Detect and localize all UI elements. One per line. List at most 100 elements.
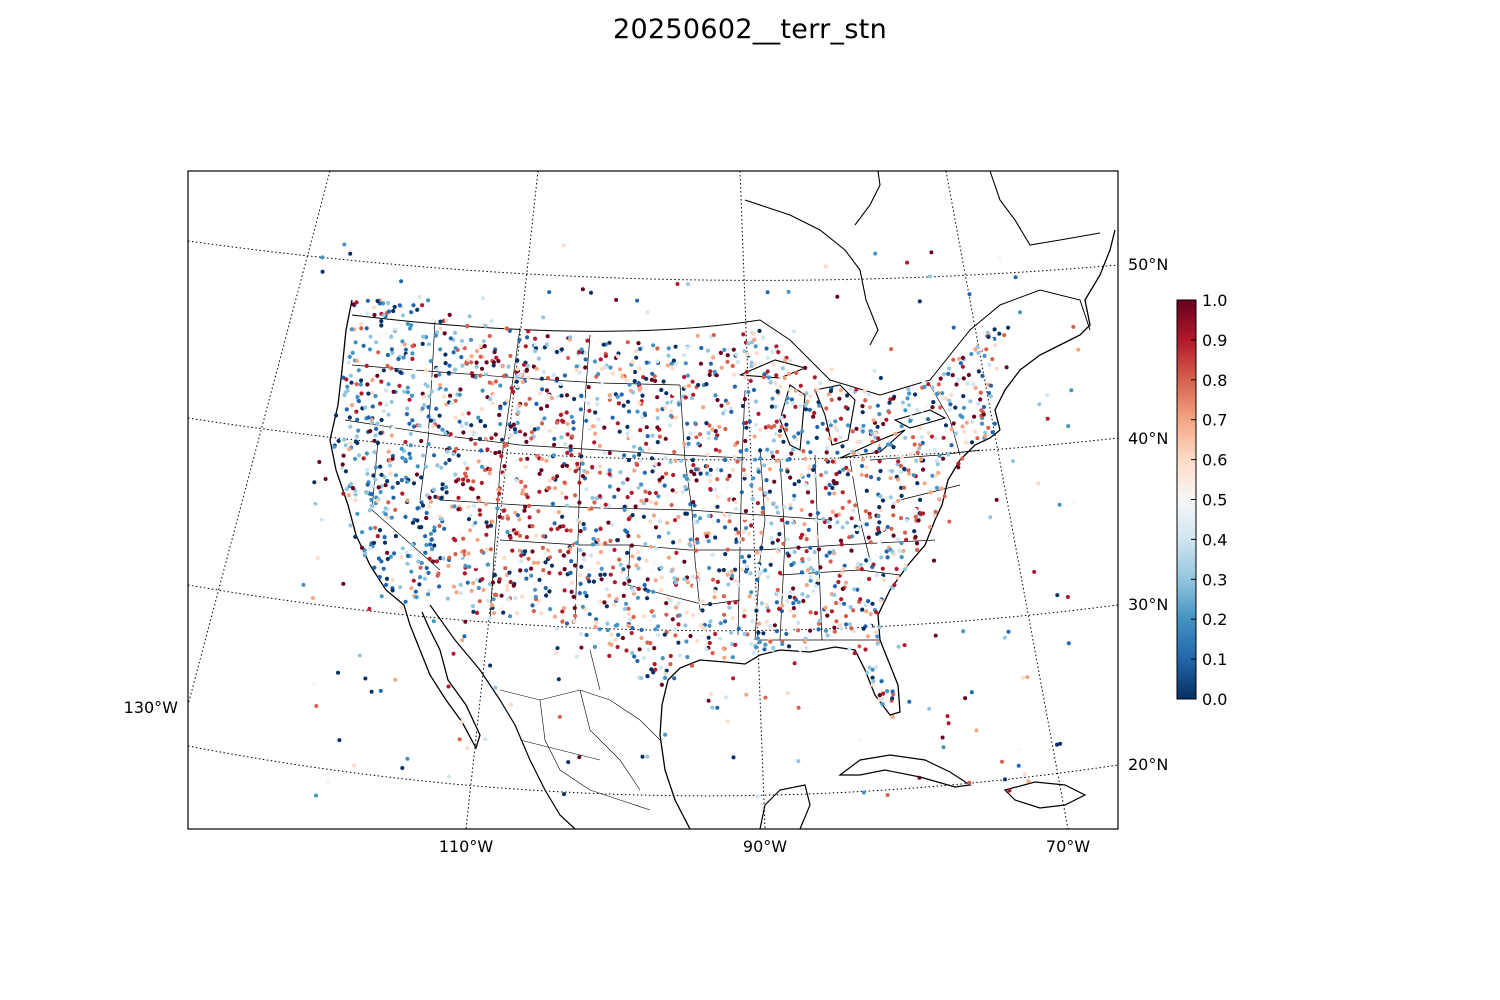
station-marker xyxy=(730,363,735,369)
station-marker xyxy=(949,392,954,397)
station-marker xyxy=(365,298,370,303)
station-marker xyxy=(670,366,675,371)
station-marker xyxy=(530,603,535,608)
station-marker xyxy=(922,384,927,389)
station-marker xyxy=(742,631,747,637)
station-marker xyxy=(673,633,678,638)
station-marker xyxy=(943,396,948,401)
station-marker xyxy=(956,461,961,466)
coastline-canada xyxy=(744,171,1101,346)
station-marker xyxy=(684,639,689,644)
station-marker xyxy=(558,381,563,386)
station-marker xyxy=(505,587,510,593)
station-marker xyxy=(497,450,502,455)
station-marker xyxy=(969,440,975,445)
station-marker xyxy=(827,550,832,555)
station-marker xyxy=(740,554,745,560)
station-marker xyxy=(529,566,534,571)
station-marker xyxy=(787,594,793,600)
station-marker xyxy=(465,323,470,329)
station-marker xyxy=(836,579,841,585)
station-marker xyxy=(963,696,968,701)
station-marker xyxy=(705,452,710,457)
station-marker xyxy=(448,336,453,341)
station-marker xyxy=(508,433,513,438)
station-marker xyxy=(579,454,584,459)
station-marker xyxy=(922,481,927,486)
station-marker xyxy=(873,251,878,256)
station-marker xyxy=(940,391,945,396)
station-marker xyxy=(390,588,395,593)
station-marker xyxy=(405,353,410,358)
station-marker xyxy=(647,519,653,524)
station-marker xyxy=(804,391,809,396)
station-marker xyxy=(523,402,529,407)
station-marker xyxy=(878,494,883,499)
station-marker xyxy=(685,654,690,660)
station-marker xyxy=(502,556,507,561)
station-marker xyxy=(775,549,781,554)
station-marker xyxy=(963,435,969,441)
station-marker xyxy=(834,619,839,624)
station-marker xyxy=(771,438,777,443)
station-marker xyxy=(672,676,677,681)
station-marker xyxy=(1004,365,1009,370)
station-marker xyxy=(431,453,437,458)
station-marker xyxy=(544,388,550,393)
station-marker xyxy=(443,431,448,436)
station-marker xyxy=(481,339,486,344)
station-marker xyxy=(596,560,601,566)
station-marker xyxy=(689,396,695,401)
station-marker xyxy=(698,516,703,521)
station-marker xyxy=(992,421,997,426)
station-marker xyxy=(724,695,729,700)
colorbar-tick-label: 0.7 xyxy=(1202,411,1227,430)
station-marker xyxy=(815,511,821,516)
station-marker xyxy=(775,587,780,593)
station-marker xyxy=(312,480,317,485)
coastline-hispaniola xyxy=(1003,781,1087,809)
station-marker xyxy=(705,464,710,469)
station-marker xyxy=(427,495,432,500)
station-marker xyxy=(960,355,966,360)
station-marker xyxy=(432,528,437,533)
station-marker xyxy=(700,608,705,613)
station-marker xyxy=(711,355,716,360)
station-marker xyxy=(443,361,448,366)
station-marker xyxy=(902,485,907,490)
station-marker xyxy=(381,566,386,571)
station-marker xyxy=(708,692,713,697)
station-marker xyxy=(779,609,785,614)
station-marker xyxy=(876,527,881,532)
station-marker xyxy=(621,614,626,619)
station-marker xyxy=(713,436,719,441)
station-marker xyxy=(533,349,538,354)
station-marker xyxy=(371,305,376,310)
station-marker xyxy=(517,533,523,538)
station-marker xyxy=(615,644,620,650)
station-marker xyxy=(965,381,970,386)
station-marker xyxy=(871,679,876,684)
station-marker xyxy=(348,424,353,429)
station-marker xyxy=(642,470,647,475)
station-marker xyxy=(417,582,422,587)
station-marker xyxy=(875,403,881,408)
station-marker xyxy=(555,376,560,381)
station-marker xyxy=(803,365,808,370)
station-marker xyxy=(401,355,406,360)
station-marker xyxy=(555,646,560,651)
station-marker xyxy=(749,483,754,488)
station-marker xyxy=(515,513,521,518)
station-marker xyxy=(662,483,667,488)
station-marker xyxy=(360,530,365,535)
station-marker xyxy=(891,513,896,518)
station-marker xyxy=(903,563,908,568)
station-marker xyxy=(411,307,416,312)
station-marker xyxy=(779,517,784,523)
station-marker xyxy=(569,580,575,586)
station-marker xyxy=(951,357,956,362)
station-marker xyxy=(466,411,471,416)
station-marker xyxy=(540,457,545,462)
station-marker xyxy=(771,501,776,506)
station-marker xyxy=(760,505,766,511)
